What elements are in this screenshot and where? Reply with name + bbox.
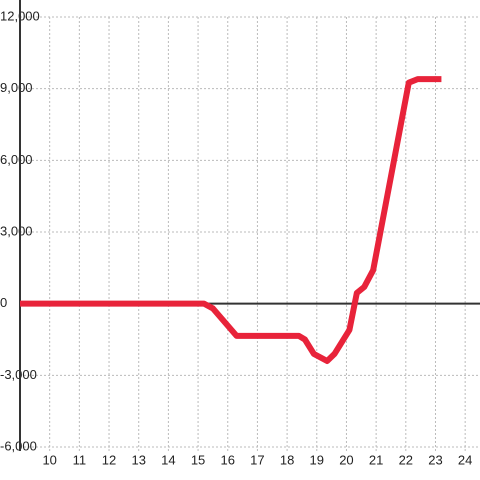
- x-tick-label: 19: [310, 452, 324, 467]
- x-tick-label: 23: [428, 452, 442, 467]
- x-tick-label: 17: [250, 452, 264, 467]
- x-tick-label: 15: [191, 452, 205, 467]
- y-tick-label: -6,000: [0, 438, 37, 453]
- x-tick-label: 11: [73, 452, 87, 467]
- x-tick-label: 13: [131, 452, 145, 467]
- x-tick-label: 10: [42, 452, 56, 467]
- x-tick-label: 12: [102, 452, 116, 467]
- y-tick-label: -3,000: [0, 367, 37, 382]
- x-tick-label: 24: [458, 452, 472, 467]
- y-tick-label: 3,000: [0, 223, 33, 238]
- data-line: [20, 76, 442, 364]
- y-tick-label: 6,000: [0, 152, 33, 167]
- y-tick-label: 0: [0, 295, 7, 310]
- x-tick-label: 14: [161, 452, 175, 467]
- x-tick-label: 18: [280, 452, 294, 467]
- x-tick-label: 16: [221, 452, 235, 467]
- x-tick-label: 21: [369, 452, 383, 467]
- y-tick-label: 9,000: [0, 80, 33, 95]
- x-tick-label: 20: [339, 452, 353, 467]
- x-tick-label: 22: [399, 452, 413, 467]
